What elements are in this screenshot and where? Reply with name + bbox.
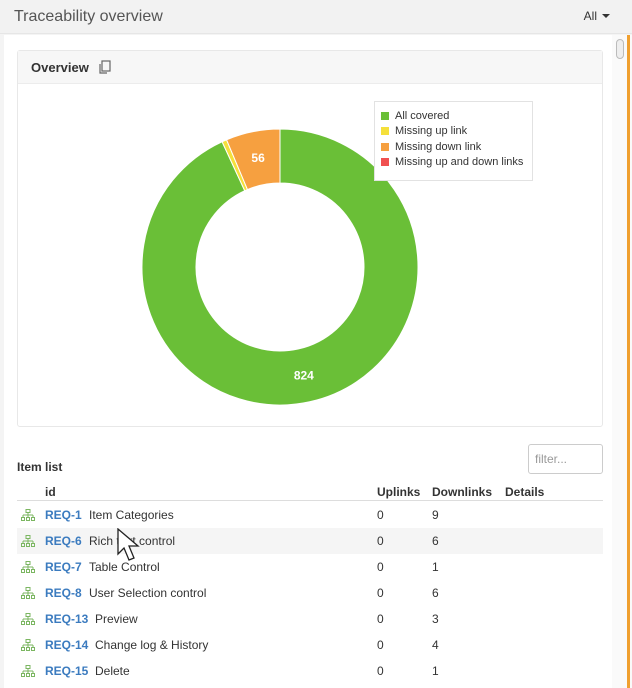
side-accent-bar (627, 35, 630, 688)
item-id-link[interactable]: REQ-8 (45, 586, 82, 600)
downlinks-count: 4 (432, 638, 439, 652)
legend-item-all-covered[interactable]: All covered (381, 108, 526, 124)
column-uplinks[interactable]: Uplinks (377, 485, 421, 499)
filter-input[interactable] (528, 444, 603, 474)
table-row[interactable]: REQ-15 Delete 0 1 (17, 658, 603, 684)
downlinks-count: 1 (432, 664, 439, 678)
hierarchy-icon[interactable] (21, 509, 35, 522)
item-name: Item Categories (89, 508, 174, 522)
overview-panel-header: Overview (18, 51, 602, 84)
item-name: Table Control (89, 560, 160, 574)
legend-label: Missing up link (395, 125, 468, 138)
top-bar: Traceability overview All (0, 0, 632, 34)
legend-swatch (381, 111, 389, 120)
legend-label: Missing down link (395, 140, 482, 153)
table-row[interactable]: REQ-1 Item Categories 0 9 (17, 502, 603, 528)
column-id[interactable]: id (45, 485, 56, 499)
item-name: Preview (95, 612, 138, 626)
column-details[interactable]: Details (505, 485, 545, 499)
item-id-link[interactable]: REQ-13 (45, 612, 89, 626)
legend-item-missing-up-and-down-links[interactable]: Missing up and down links (381, 155, 526, 171)
uplinks-count: 0 (377, 664, 384, 678)
item-list-title: Item list (17, 460, 63, 474)
uplinks-count: 0 (377, 586, 384, 600)
hierarchy-icon[interactable] (21, 613, 35, 626)
hierarchy-icon[interactable] (21, 561, 35, 574)
data-label-missing-down-link: 56 (251, 151, 265, 165)
downlinks-count: 9 (432, 508, 439, 522)
all-filter-dropdown[interactable]: All (584, 9, 610, 23)
chart-legend: All covered Missing up link Missing down l… (374, 101, 533, 181)
mouse-cursor-icon (117, 528, 140, 561)
page-title: Traceability overview (14, 8, 163, 25)
downlinks-count: 3 (432, 612, 439, 626)
table-row[interactable]: REQ-14 Change log & History 0 4 (17, 632, 603, 658)
hierarchy-icon[interactable] (21, 639, 35, 652)
coverage-donut-chart: 824 56 (141, 128, 419, 406)
table-row[interactable]: REQ-13 Preview 0 3 (17, 606, 603, 632)
item-id-link[interactable]: REQ-1 (45, 508, 82, 522)
item-name: Delete (95, 664, 130, 678)
copy-icon[interactable] (98, 60, 112, 74)
downlinks-count: 1 (432, 560, 439, 574)
legend-swatch (381, 127, 389, 136)
overview-panel: Overview 824 56 All covered Missing up lin… (17, 50, 603, 427)
hierarchy-icon[interactable] (21, 665, 35, 678)
item-id-link[interactable]: REQ-14 (45, 638, 89, 652)
slice-missing-down-link[interactable] (225, 128, 281, 191)
item-id-link[interactable]: REQ-7 (45, 560, 82, 574)
slice-all-covered[interactable] (141, 128, 419, 406)
overview-title: Overview (31, 60, 89, 75)
hierarchy-icon[interactable] (21, 587, 35, 600)
uplinks-count: 0 (377, 612, 384, 626)
legend-item-missing-up-link[interactable]: Missing up link (381, 124, 526, 140)
legend-label: All covered (395, 109, 450, 122)
legend-swatch (381, 142, 389, 151)
item-id-link[interactable]: REQ-15 (45, 664, 89, 678)
item-name: User Selection control (89, 586, 207, 600)
uplinks-count: 0 (377, 638, 384, 652)
table-row[interactable]: REQ-8 User Selection control 0 6 (17, 580, 603, 606)
uplinks-count: 0 (377, 560, 384, 574)
item-id-link[interactable]: REQ-6 (45, 534, 82, 548)
column-downlinks[interactable]: Downlinks (432, 485, 493, 499)
caret-down-icon (602, 14, 610, 18)
legend-swatch (381, 158, 389, 167)
data-label-all-covered: 824 (294, 368, 314, 382)
downlinks-count: 6 (432, 534, 439, 548)
item-name: Change log & History (95, 638, 209, 652)
legend-label: Missing up and down links (395, 156, 524, 169)
main-content: Overview 824 56 All covered Missing up lin… (4, 35, 612, 688)
uplinks-count: 0 (377, 534, 384, 548)
table-row[interactable]: REQ-7 Table Control 0 1 (17, 554, 603, 580)
table-header: id Uplinks Downlinks Details (17, 483, 603, 501)
all-filter-label: All (583, 9, 597, 23)
uplinks-count: 0 (377, 508, 384, 522)
hierarchy-icon[interactable] (21, 535, 35, 548)
scrollbar-thumb[interactable] (616, 39, 624, 59)
legend-item-missing-down-link[interactable]: Missing down link (381, 139, 526, 155)
downlinks-count: 6 (432, 586, 439, 600)
